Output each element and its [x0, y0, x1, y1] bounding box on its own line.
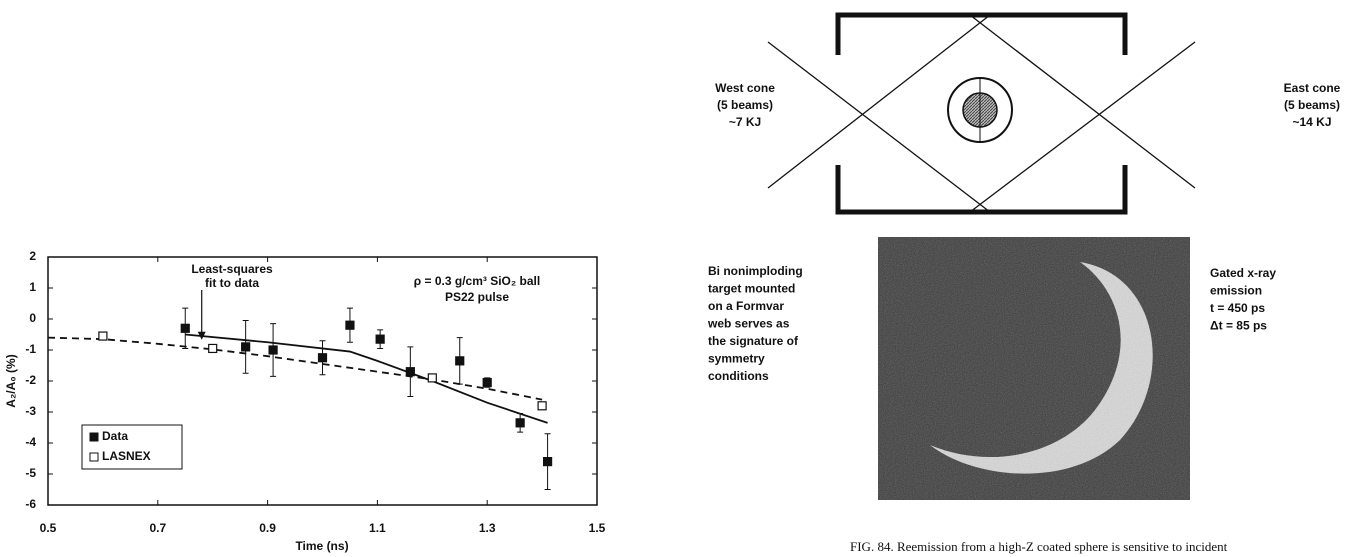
x-tick-label: 1.3 [479, 521, 496, 535]
fit-line [185, 333, 548, 424]
beam-line [969, 14, 1196, 189]
lasnex-point [208, 343, 218, 354]
data-point [542, 457, 553, 467]
xray-image [878, 237, 1190, 500]
lasnex-curve [47, 336, 543, 401]
west-label: ~7 KJ [729, 115, 761, 129]
annotation: Least-squares [191, 262, 273, 276]
caption: FIG. 84. Reemission from a high-Z coated… [850, 539, 1228, 554]
data-point [455, 356, 465, 366]
data-point [375, 334, 385, 344]
y-tick-label: 1 [29, 280, 36, 294]
x-tick-label: 0.5 [40, 521, 57, 535]
left-note: on a Formvar [708, 299, 784, 313]
annotation: fit to data [205, 276, 259, 290]
diagram-labels: West cone (5 beams) ~7 KJ East cone (5 beams… [707, 81, 1341, 383]
y-tick-label: -6 [25, 497, 36, 511]
image-noise [878, 237, 1190, 500]
y-tick-label: 0 [29, 311, 36, 325]
left-note: target mounted [708, 282, 795, 296]
data-point [317, 353, 328, 363]
west-label: West cone [715, 81, 775, 95]
west-label: (5 beams) [717, 98, 773, 112]
data-point [180, 323, 190, 333]
annotation-arrowhead [197, 331, 206, 340]
data-point [241, 342, 251, 352]
x-axis-label: Time (ns) [295, 539, 348, 553]
right-note: Gated x-ray [1210, 266, 1276, 280]
y-tick-label: -2 [25, 373, 36, 387]
lasnex-point [537, 401, 547, 411]
legend-label: LASNEX [102, 449, 151, 463]
left-note: the signature of [708, 334, 799, 348]
diagram [767, 12, 1196, 215]
chamber-wall [835, 12, 1128, 215]
left-note: symmetry [708, 352, 765, 366]
annotation: PS22 pulse [445, 290, 509, 304]
east-label: East cone [1284, 81, 1341, 95]
legend-box [81, 424, 183, 470]
left-note: web serves as [707, 317, 790, 331]
right-note: emission [1210, 284, 1262, 298]
y-tick-label: -1 [25, 342, 36, 356]
y-tick-label: -4 [25, 435, 36, 449]
right-note: Δt = 85 ps [1210, 319, 1267, 333]
x-tick-label: 0.7 [149, 521, 166, 535]
left-note: conditions [708, 369, 769, 383]
beam-line [767, 14, 991, 189]
lasnex-point [427, 373, 437, 383]
data-point [482, 377, 492, 388]
data-point [405, 367, 415, 377]
data-point [515, 418, 525, 428]
east-label: (5 beams) [1284, 98, 1340, 112]
chart: 0.5 0.7 0.9 1.1 1.3 1.5 -6 -5 -4 -3 -2 -1 0 1 2 Data LAS… [25, 249, 605, 535]
x-tick-label: 1.5 [589, 521, 606, 535]
y-tick-label: 2 [29, 249, 36, 263]
x-tick-label: 0.9 [259, 521, 276, 535]
annotation: ρ = 0.3 g/cm³ SiO₂ ball [414, 274, 540, 288]
legend-marker [89, 452, 99, 462]
y-tick-label: -3 [25, 404, 36, 418]
lasnex-point [98, 331, 108, 341]
right-note: t = 450 ps [1210, 301, 1265, 315]
y-axis-label: A₂/A₀ (%) [4, 354, 18, 407]
data-point [345, 320, 355, 330]
y-tick-label: -5 [25, 466, 36, 480]
left-note: Bi nonimploding [708, 264, 803, 278]
beam-line [969, 41, 1196, 213]
beam-line [767, 41, 991, 213]
legend-marker [89, 432, 99, 442]
legend-label: Data [102, 429, 128, 443]
data-point [268, 345, 278, 355]
east-label: ~14 KJ [1292, 115, 1331, 129]
x-tick-label: 1.1 [369, 521, 386, 535]
